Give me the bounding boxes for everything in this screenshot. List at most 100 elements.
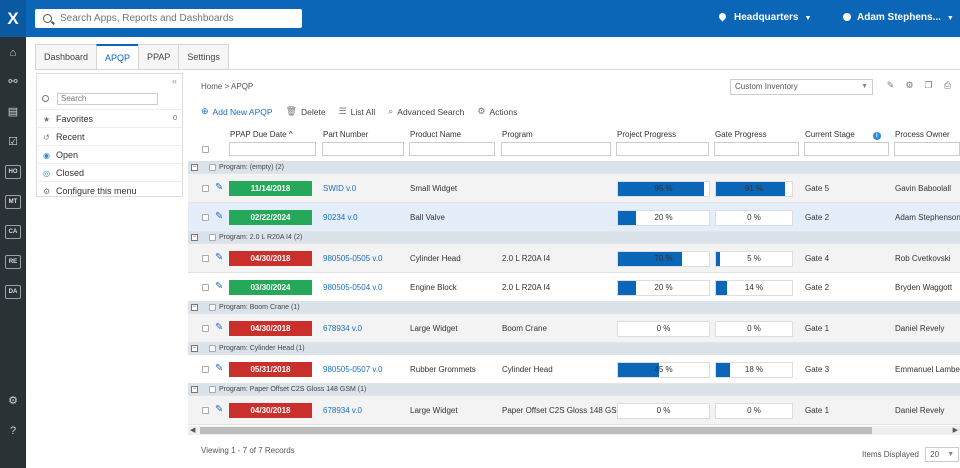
row-checkbox[interactable] <box>202 284 209 291</box>
column-header-owner[interactable]: Process Owner <box>895 130 950 139</box>
list-all-button[interactable]: ☰ List All <box>339 106 376 117</box>
print-icon[interactable]: ⎙ <box>943 80 952 90</box>
edit-view-icon[interactable]: ✎ <box>886 80 895 90</box>
edit-pencil-icon[interactable]: ✎ <box>215 252 224 263</box>
part-number-link[interactable]: 980505-0507 v.0 <box>323 365 383 374</box>
rail-badge-mt[interactable]: MT <box>5 195 21 209</box>
column-header-project-progress[interactable]: Project Progress <box>617 130 677 139</box>
panel-item-closed[interactable]: ◎ Closed <box>37 163 182 181</box>
filter-owner[interactable] <box>894 142 960 156</box>
group-row[interactable]: − Program: (empty) (2) <box>188 162 960 174</box>
gear-icon[interactable]: ⚙ <box>905 80 914 90</box>
collapse-group-icon[interactable]: − <box>191 386 198 393</box>
collapse-group-icon[interactable]: − <box>191 164 198 171</box>
select-all-checkbox[interactable] <box>202 146 209 153</box>
filter-project-progress[interactable] <box>616 142 709 156</box>
column-header-due[interactable]: PPAP Due Date ^ <box>230 130 293 139</box>
delete-button[interactable]: 🗑 Delete <box>286 106 326 117</box>
group-row[interactable]: − Program: 2.0 L R20A I4 (2) <box>188 232 960 244</box>
settings-icon[interactable]: ⚙ <box>8 395 18 407</box>
part-number-link[interactable]: 90234 v.0 <box>323 213 358 222</box>
panel-item-recent[interactable]: ↺ Recent <box>37 127 182 145</box>
filter-stage[interactable] <box>804 142 889 156</box>
column-header-program[interactable]: Program <box>502 130 533 139</box>
row-checkbox[interactable] <box>202 185 209 192</box>
table-row[interactable]: ✎ 04/30/2018 678934 v.0 Large Widget Paper O… <box>188 396 960 425</box>
part-number-link[interactable]: 678934 v.0 <box>323 324 362 333</box>
rail-badge-ho[interactable]: HO <box>5 165 21 179</box>
edit-pencil-icon[interactable]: ✎ <box>215 404 224 415</box>
reports-icon[interactable]: ▤ <box>7 106 19 118</box>
group-checkbox[interactable] <box>209 234 216 241</box>
items-displayed-select[interactable]: 20 ▼ <box>925 447 960 462</box>
tab-apqp[interactable]: APQP <box>96 44 140 69</box>
row-checkbox[interactable] <box>202 255 209 262</box>
advanced-search-button[interactable]: ⌕ Advanced Search <box>388 106 464 117</box>
view-select[interactable]: Custom Inventory ▼ <box>730 79 873 95</box>
column-header-gate-progress[interactable]: Gate Progress <box>715 130 767 139</box>
tab-ppap[interactable]: PPAP <box>138 44 180 69</box>
group-row[interactable]: − Program: Cylinder Head (1) <box>188 343 960 355</box>
group-checkbox[interactable] <box>209 386 216 393</box>
add-new-apqp-button[interactable]: ⊕ Add New APQP <box>201 106 273 117</box>
column-header-product[interactable]: Product Name <box>410 130 462 139</box>
collapse-group-icon[interactable]: − <box>191 345 198 352</box>
collapse-group-icon[interactable]: − <box>191 234 198 241</box>
filter-program[interactable] <box>501 142 611 156</box>
part-number-link[interactable]: 678934 v.0 <box>323 406 362 415</box>
table-row[interactable]: ✎ 11/14/2018 SWID v.0 Small Widget 95 % 91 % G… <box>188 174 960 203</box>
table-row[interactable]: ✎ 04/30/2018 678934 v.0 Large Widget Boom Cr… <box>188 314 960 343</box>
column-header-stage[interactable]: Current Stage i <box>805 130 881 140</box>
scrollbar-thumb[interactable] <box>200 427 872 434</box>
group-row[interactable]: − Program: Paper Offset C2S Gloss 148 GSM… <box>188 384 960 396</box>
rail-badge-re[interactable]: RE <box>5 255 21 269</box>
column-header-part[interactable]: Part Number <box>323 130 369 139</box>
home-icon[interactable]: ⌂ <box>9 47 17 59</box>
group-checkbox[interactable] <box>209 304 216 311</box>
scroll-left-icon[interactable]: ◀ <box>190 427 196 434</box>
row-checkbox[interactable] <box>202 214 209 221</box>
panel-search-input[interactable] <box>57 92 158 105</box>
info-icon[interactable]: i <box>872 132 881 140</box>
tasks-icon[interactable]: ☑ <box>8 136 18 148</box>
table-row[interactable]: ✎ 04/30/2018 980505-0505 v.0 Cylinder Head 2… <box>188 244 960 273</box>
location-selector[interactable]: Headquarters ▼ <box>717 11 811 23</box>
collapse-group-icon[interactable]: − <box>191 304 198 311</box>
tab-dashboard[interactable]: Dashboard <box>35 44 98 69</box>
breadcrumb[interactable]: Home > APQP <box>201 82 254 91</box>
part-number-link[interactable]: 980505-0505 v.0 <box>323 254 383 263</box>
filter-due[interactable] <box>229 142 316 156</box>
rail-badge-ca[interactable]: CA <box>5 225 21 239</box>
part-number-link[interactable]: 980505-0504 v.0 <box>323 283 383 292</box>
scroll-right-icon[interactable]: ▶ <box>952 427 958 434</box>
app-logo[interactable]: X <box>0 0 26 37</box>
rail-badge-da[interactable]: DA <box>5 285 21 299</box>
user-menu[interactable]: Adam Stephens... ▼ <box>843 12 954 23</box>
part-number-link[interactable]: SWID v.0 <box>323 184 357 193</box>
row-checkbox[interactable] <box>202 366 209 373</box>
edit-pencil-icon[interactable]: ✎ <box>215 281 224 292</box>
group-row[interactable]: − Program: Boom Crane (1) <box>188 302 960 314</box>
table-row[interactable]: ✎ 05/31/2018 980505-0507 v.0 Rubber Grommet… <box>188 355 960 384</box>
global-search[interactable] <box>35 9 302 28</box>
panel-item-configure[interactable]: ⚙ Configure this menu <box>37 181 182 199</box>
edit-pencil-icon[interactable]: ✎ <box>215 182 224 193</box>
filter-part[interactable] <box>322 142 404 156</box>
edit-pencil-icon[interactable]: ✎ <box>215 211 224 222</box>
group-checkbox[interactable] <box>209 345 216 352</box>
edit-pencil-icon[interactable]: ✎ <box>215 322 224 333</box>
row-checkbox[interactable] <box>202 407 209 414</box>
table-row[interactable]: ✎ 03/30/2024 980505-0504 v.0 Engine Block 2.… <box>188 273 960 302</box>
group-checkbox[interactable] <box>209 164 216 171</box>
copy-icon[interactable]: ❐ <box>924 80 933 90</box>
help-icon[interactable]: ? <box>9 425 17 437</box>
panel-item-open[interactable]: ◉ Open <box>37 145 182 163</box>
collapse-panel-icon[interactable]: « <box>171 76 177 86</box>
tab-settings[interactable]: Settings <box>178 44 229 69</box>
workflow-icon[interactable]: ⚯ <box>8 76 18 88</box>
edit-pencil-icon[interactable]: ✎ <box>215 363 224 374</box>
table-row[interactable]: ✎ 02/22/2024 90234 v.0 Ball Valve 20 % 0 % Gat… <box>188 203 960 232</box>
horizontal-scrollbar[interactable]: ◀ ▶ <box>188 426 960 435</box>
filter-product[interactable] <box>409 142 495 156</box>
row-checkbox[interactable] <box>202 325 209 332</box>
